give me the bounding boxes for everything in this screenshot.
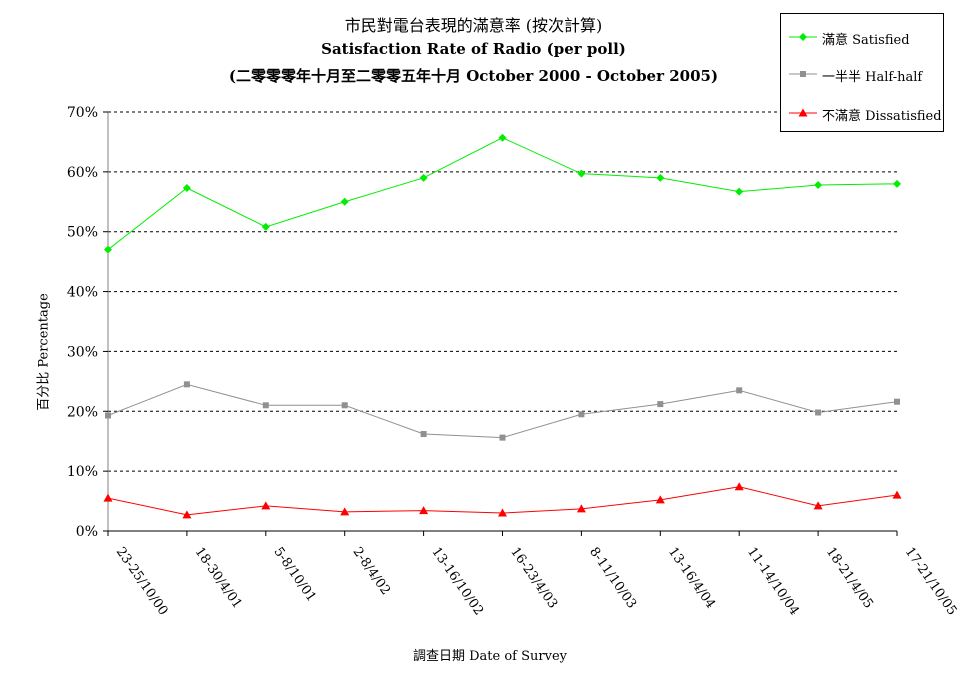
data-point-half-half	[578, 411, 585, 418]
legend-symbol-satisfied	[789, 33, 817, 41]
data-point-satisfied	[498, 133, 507, 142]
data-point-half-half	[341, 402, 348, 409]
legend-symbol-half-half	[789, 71, 817, 77]
data-point-half-half	[420, 431, 427, 438]
legend-symbol-dissatisfied	[789, 108, 817, 117]
y-tick-label: 10%	[67, 464, 98, 480]
data-point-half-half	[183, 381, 190, 388]
data-point-satisfied	[814, 181, 823, 190]
data-point-dissatisfied	[261, 501, 271, 510]
x-tick-label: 17-21/10/05	[902, 545, 960, 619]
y-tick-label: 60%	[67, 165, 98, 181]
x-tick-label: 18-30/4/01	[192, 545, 245, 612]
x-tick-label: 13-16/10/02	[428, 545, 486, 619]
legend: 滿意 Satisfied 一半半 Half-half 不滿意 Dissatisf…	[780, 13, 944, 132]
legend-item-half-half: 一半半 Half-half	[781, 64, 943, 85]
y-tick-label: 70%	[67, 105, 98, 121]
data-point-dissatisfied	[655, 495, 665, 504]
x-tick-label: 2-8/4/02	[349, 545, 393, 598]
data-point-half-half	[815, 409, 822, 416]
x-tick-label: 8-11/10/03	[586, 545, 639, 612]
data-point-satisfied	[104, 245, 112, 254]
data-point-satisfied	[656, 173, 665, 182]
data-point-dissatisfied	[182, 510, 192, 519]
x-tick-label: 18-21/4/05	[823, 545, 876, 612]
chart-title-en: Satisfaction Rate of Radio (per poll)	[321, 40, 626, 58]
data-point-dissatisfied	[576, 504, 586, 513]
data-point-satisfied	[735, 187, 744, 196]
y-tick-label: 20%	[67, 404, 98, 420]
data-point-half-half	[262, 402, 269, 409]
data-point-satisfied	[340, 197, 349, 206]
x-tick-label: 23-25/10/00	[113, 545, 171, 619]
x-tick-label: 16-23/4/03	[507, 545, 560, 612]
data-point-half-half	[105, 412, 111, 419]
data-point-satisfied	[182, 184, 191, 193]
data-point-dissatisfied	[734, 482, 744, 491]
chart-subtitle: (二零零零年十月至二零零五年十月 October 2000 - October …	[228, 67, 719, 85]
legend-label-satisfied: 滿意 Satisfied	[822, 33, 910, 48]
data-point-satisfied	[577, 169, 586, 178]
y-tick-label: 40%	[67, 285, 98, 301]
legend-item-satisfied: 滿意 Satisfied	[781, 27, 943, 48]
legend-label-dissatisfied: 不滿意 Dissatisfied	[822, 109, 942, 124]
data-point-satisfied	[893, 179, 901, 188]
y-tick-label: 50%	[67, 225, 98, 241]
legend-marker-dissatisfied	[798, 108, 808, 117]
chart-title-zh: 市民對電台表現的滿意率 (按次計算)	[344, 16, 603, 35]
x-tick-label: 11-14/10/04	[744, 545, 802, 619]
legend-label-half-half: 一半半 Half-half	[822, 70, 923, 85]
series-line-half-half	[107, 383, 898, 439]
data-point-dissatisfied	[498, 508, 507, 517]
y-tick-label: 30%	[67, 344, 98, 360]
legend-item-dissatisfied: 不滿意 Dissatisfied	[781, 103, 943, 124]
x-tick-label: 5-8/10/01	[271, 545, 319, 605]
data-point-dissatisfied	[419, 506, 429, 515]
data-point-dissatisfied	[813, 501, 823, 510]
y-axis-label: 百分比 Percentage	[36, 293, 52, 411]
data-point-half-half	[736, 387, 743, 394]
data-point-half-half	[894, 398, 900, 405]
data-point-half-half	[499, 434, 506, 441]
series-line-satisfied	[107, 137, 898, 251]
data-point-satisfied	[419, 173, 428, 182]
data-point-dissatisfied	[103, 493, 113, 502]
data-point-dissatisfied	[340, 507, 350, 516]
data-point-satisfied	[261, 222, 270, 231]
data-point-dissatisfied	[892, 490, 902, 499]
data-point-half-half	[657, 401, 664, 408]
y-tick-label: 0%	[76, 524, 98, 540]
x-tick-label: 13-16/4/04	[665, 545, 718, 612]
legend-marker-half-half	[800, 71, 806, 77]
legend-marker-satisfied	[799, 33, 807, 41]
x-axis-label: 調查日期 Date of Survey	[412, 649, 567, 664]
